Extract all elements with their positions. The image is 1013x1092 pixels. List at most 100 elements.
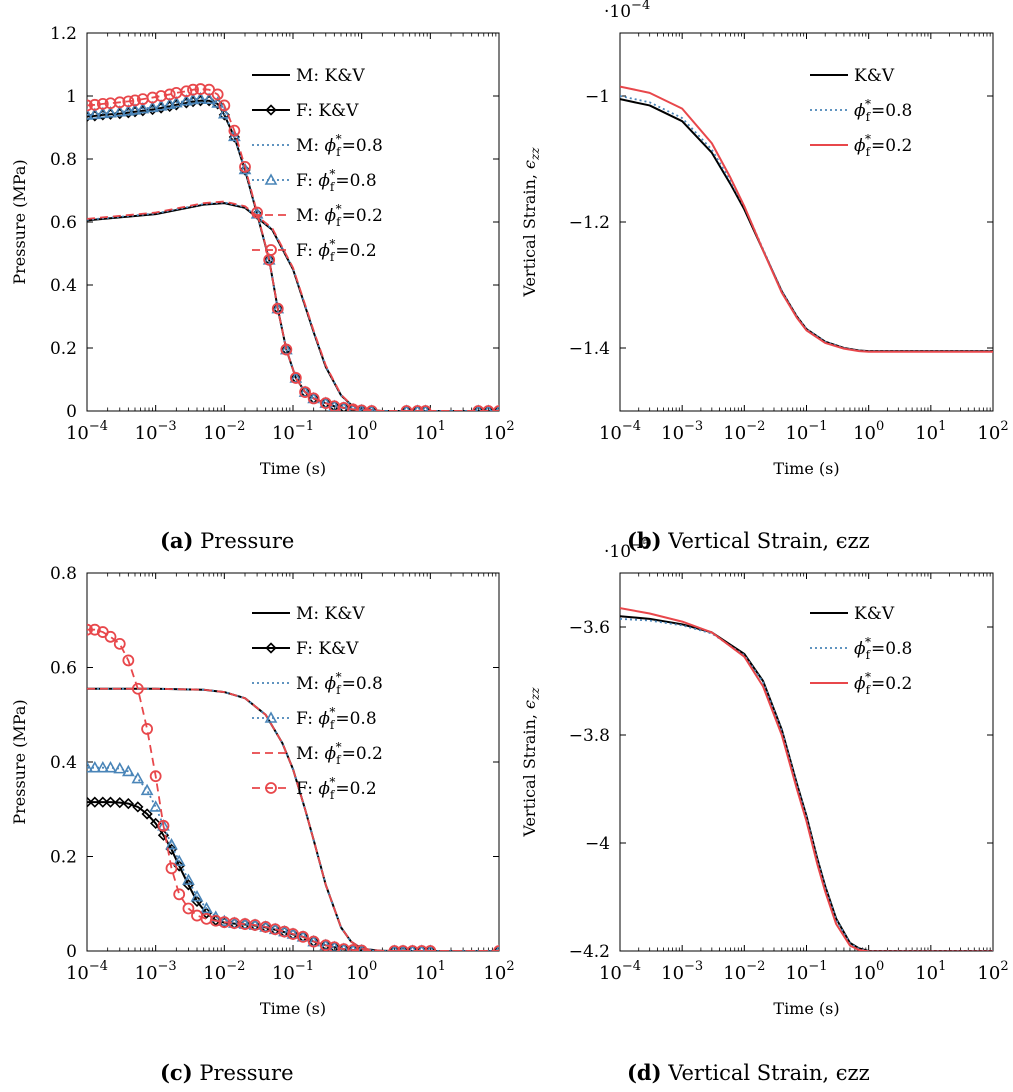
y-tick-label: 0.8	[50, 150, 77, 170]
x-tick-label: 102	[483, 419, 514, 444]
panel-d-vertical-strain: 10−4 10−3 10−2 10−1 100 101 102 Time (s) −4.2 −4 −…	[520, 538, 1009, 1018]
legend-marker	[265, 642, 277, 654]
legend-label: F: K&V	[296, 639, 359, 659]
x-tick-label: 101	[915, 419, 946, 444]
data-point-1	[493, 945, 499, 951]
x-tick-label: 10−3	[135, 419, 177, 444]
legend-label: M: ϕf*=0.8	[296, 132, 383, 159]
data-point-3	[136, 101, 150, 114]
data-point-5	[347, 403, 359, 411]
series-line-1	[87, 801, 499, 951]
data-point-5	[113, 96, 126, 109]
legend-label: K&V	[854, 66, 895, 86]
x-tick-label: 10−1	[785, 419, 827, 444]
data-point-5	[218, 99, 231, 112]
data-point-3	[172, 854, 186, 867]
data-point-5	[173, 888, 186, 901]
data-point-3	[289, 371, 303, 383]
series-line-5	[87, 88, 499, 411]
plot-area	[620, 607, 993, 951]
data-point-3	[146, 100, 159, 113]
data-point-3	[319, 396, 333, 408]
data-point-5	[411, 405, 424, 411]
y-axis-label: Vertical Strain, ϵzz	[520, 687, 542, 838]
data-point-3	[121, 764, 135, 777]
caption-d-text: Vertical Strain, ϵzz	[668, 1061, 870, 1085]
data-point-5	[149, 770, 162, 783]
legend-marker	[265, 782, 277, 794]
series-line-1	[87, 99, 499, 411]
data-point-1	[104, 796, 117, 808]
x-tick-label: 102	[977, 419, 1008, 444]
x-tick-label: 101	[415, 419, 446, 444]
data-point-5	[211, 88, 224, 101]
data-point-1	[141, 808, 153, 820]
data-point-3	[307, 391, 321, 404]
data-point-5	[155, 90, 168, 102]
data-point-5	[88, 623, 101, 636]
data-point-3	[149, 800, 163, 812]
data-point-5	[200, 912, 213, 925]
panel-b-vertical-strain: 10−4 10−3 10−2 10−1 100 101 102 Time (s) −1.4 −1.…	[520, 0, 1009, 478]
data-point-1	[493, 405, 499, 411]
data-point-3	[104, 106, 117, 118]
data-point-5	[280, 343, 293, 356]
data-point-3	[87, 108, 94, 120]
y-tick-label: 0	[66, 402, 77, 422]
y-axis-label: Vertical Strain, ϵzz	[520, 147, 542, 298]
panel-c-pressure: 10−4 10−3 10−2 10−1 100 101 102 Time (s) 0 0.2 0.4…	[10, 564, 515, 1018]
x-tick-label: 10−4	[66, 419, 108, 444]
legend-label: M: ϕf*=0.2	[296, 202, 383, 229]
legend-label: F: K&V	[296, 101, 359, 121]
data-point-3	[271, 301, 285, 314]
data-point-5	[388, 945, 401, 951]
plot-area	[87, 83, 499, 411]
plot-area	[620, 85, 993, 353]
caption-b-text: Vertical Strain, ϵzz	[668, 529, 870, 553]
data-point-3	[88, 107, 102, 120]
caption-a: (a) Pressure	[160, 528, 294, 553]
series-line-0	[620, 615, 993, 951]
y-tick-label: 0.2	[50, 339, 77, 359]
data-point-3	[186, 92, 200, 105]
data-point-5	[419, 405, 432, 411]
x-tick-label: 100	[853, 419, 884, 444]
x-axis-label: Time (s)	[773, 999, 839, 1018]
data-point-1	[87, 796, 93, 808]
caption-c: (c) Pressure	[160, 1060, 294, 1085]
x-axis-label: Time (s)	[260, 459, 326, 478]
y-tick-label: −3.6	[569, 618, 610, 638]
data-point-3	[113, 761, 127, 774]
series-line-2	[620, 85, 993, 353]
legend-label: F: ϕf*=0.8	[296, 705, 377, 732]
y-tick-label: 0.4	[50, 276, 77, 296]
x-tick-label: 101	[915, 959, 946, 984]
legend-label: M: ϕf*=0.2	[296, 740, 383, 767]
data-point-1	[482, 405, 494, 411]
data-point-5	[104, 630, 117, 643]
plot-area	[87, 623, 499, 951]
data-point-3	[319, 938, 333, 951]
data-point-5	[131, 682, 144, 695]
caption-a-label: (a)	[160, 528, 194, 553]
data-point-3	[238, 162, 252, 175]
series-line-2	[87, 687, 499, 951]
x-tick-label: 10−2	[203, 959, 245, 984]
data-point-3	[131, 771, 145, 784]
data-point-3	[128, 103, 142, 115]
data-point-1	[347, 403, 359, 411]
data-point-5	[482, 405, 495, 411]
data-point-3	[307, 934, 321, 947]
data-point-1	[122, 797, 134, 810]
data-point-1	[97, 796, 109, 808]
data-point-1	[114, 797, 126, 809]
legend: M: K&V F: K&V M: ϕf*=0.8 F: ϕf*=0.8 M: ϕf*=0…	[252, 604, 383, 802]
data-point-3	[202, 92, 216, 104]
data-point-1	[400, 405, 413, 411]
legend-label: F: ϕf*=0.2	[296, 237, 377, 264]
legend: K&V ϕf*=0.8 ϕf*=0.2	[810, 604, 912, 697]
data-point-3	[96, 106, 110, 119]
x-tick-label: 102	[483, 959, 514, 984]
x-tick-label: 10−3	[661, 959, 703, 984]
